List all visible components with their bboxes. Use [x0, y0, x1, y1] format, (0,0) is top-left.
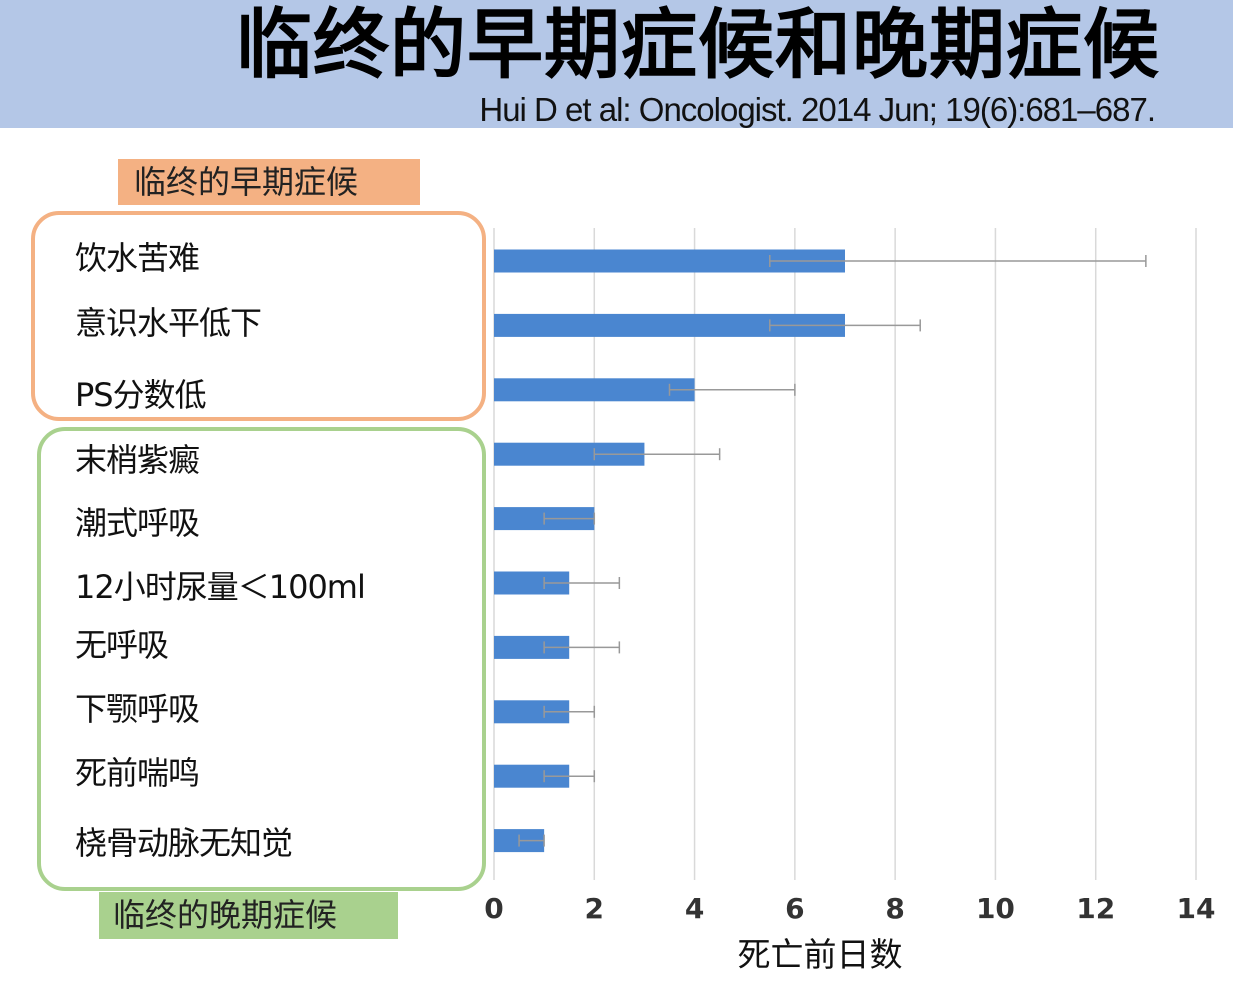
late-symptoms-label: 临终的晚期症候	[99, 892, 398, 939]
bar	[494, 249, 845, 273]
x-tick-label: 6	[785, 892, 804, 925]
early-symptoms-box	[31, 211, 486, 421]
page-title: 临终的早期症候和晚期症候	[236, 0, 1160, 89]
symptom-label: 下颚呼吸	[75, 690, 200, 728]
x-tick-label: 8	[885, 892, 904, 925]
bar	[494, 700, 570, 724]
bar	[494, 571, 570, 595]
x-tick-label: 12	[1076, 892, 1115, 925]
symptom-label: 饮水苦难	[75, 239, 200, 277]
bar	[494, 764, 570, 788]
x-tick-label: 4	[685, 892, 704, 925]
x-tick-label: 10	[976, 892, 1015, 925]
late-symptoms-box	[37, 427, 486, 891]
bar	[494, 442, 645, 466]
symptom-label: 意识水平低下	[75, 304, 262, 342]
citation: Hui D et al: Oncologist. 2014 Jun; 19(6)…	[479, 91, 1156, 128]
bar	[494, 313, 845, 337]
x-tick-label: 14	[1177, 892, 1216, 925]
symptom-label: 末梢紫癜	[75, 441, 200, 479]
symptom-label: 死前喘鸣	[75, 754, 200, 792]
symptom-label: 桡骨动脉无知觉	[75, 824, 293, 862]
x-tick-label: 2	[585, 892, 604, 925]
bar	[494, 378, 695, 402]
early-symptoms-label: 临终的早期症候	[118, 159, 420, 205]
symptom-label: 无呼吸	[75, 626, 169, 664]
bar	[494, 635, 570, 659]
x-tick-label: 0	[484, 892, 503, 925]
x-axis-label: 死亡前日数	[737, 935, 903, 974]
title-banner	[0, 0, 1233, 128]
symptom-label: 潮式呼吸	[75, 504, 200, 542]
symptom-label: 12小时尿量＜100ml	[75, 568, 366, 606]
symptom-label: PS分数低	[75, 376, 207, 414]
